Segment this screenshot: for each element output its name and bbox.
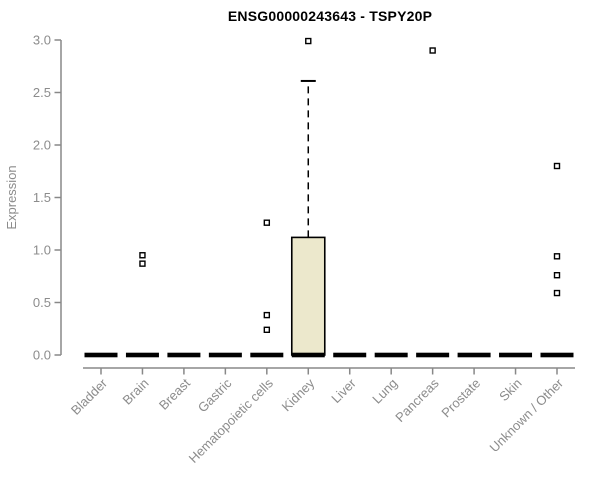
outlier-point xyxy=(553,272,561,279)
median-line xyxy=(457,352,491,358)
median-line xyxy=(416,352,450,358)
outlier-point xyxy=(139,260,146,267)
x-tick-label-breast: Breast xyxy=(156,375,193,412)
outlier-point xyxy=(263,326,271,333)
median-line xyxy=(125,352,159,358)
y-tick-label: 0.0 xyxy=(33,348,51,363)
outlier-point xyxy=(263,311,271,319)
outlier-point xyxy=(553,162,561,170)
x-tick-label-skin: Skin xyxy=(496,376,524,404)
median-line xyxy=(208,352,242,358)
x-tick-label-lung: Lung xyxy=(369,376,400,407)
box-prostate xyxy=(457,352,491,358)
x-tick-label-brain: Brain xyxy=(120,376,152,408)
x-tick-label-pancreas: Pancreas xyxy=(392,375,442,425)
box-liver xyxy=(333,352,367,358)
box-breast xyxy=(167,352,201,358)
y-tick-label: 3.0 xyxy=(33,33,51,48)
x-tick-label-unknown-other: Unknown / Other xyxy=(487,375,567,455)
median-line xyxy=(499,352,533,358)
outlier-point xyxy=(429,47,436,54)
box-lung xyxy=(374,352,408,358)
median-line xyxy=(333,352,367,358)
outlier-point xyxy=(305,37,312,45)
box-pancreas xyxy=(416,47,450,358)
median-line xyxy=(84,352,118,358)
box-hematopoietic-cells xyxy=(250,219,284,358)
chart-title: ENSG00000243643 - TSPY20P xyxy=(227,8,433,24)
y-axis-title: Expression xyxy=(4,165,19,229)
box-bladder xyxy=(84,352,118,358)
y-tick-label: 1.0 xyxy=(33,243,51,258)
outlier-point xyxy=(553,289,561,297)
box-unknown-other xyxy=(540,162,574,358)
x-tick-label-prostate: Prostate xyxy=(438,376,483,421)
box-skin xyxy=(499,352,533,358)
outlier-point xyxy=(263,219,271,226)
median-line xyxy=(540,352,574,358)
median-line xyxy=(167,352,201,358)
x-tick-label-kidney: Kidney xyxy=(279,375,318,414)
box-brain xyxy=(125,252,159,358)
box-gastric xyxy=(208,352,242,358)
y-tick-label: 2.5 xyxy=(33,85,51,100)
y-tick-label: 0.5 xyxy=(33,295,51,310)
outlier-point xyxy=(553,253,561,260)
outlier-point xyxy=(139,252,146,259)
median-line xyxy=(374,352,408,358)
median-line xyxy=(291,352,325,358)
median-line xyxy=(250,352,284,358)
box-body xyxy=(290,236,326,356)
x-tick-label-bladder: Bladder xyxy=(68,375,111,418)
y-tick-label: 1.5 xyxy=(33,190,51,205)
box-kidney xyxy=(290,37,326,358)
x-tick-label-gastric: Gastric xyxy=(195,375,235,415)
x-tick-label-liver: Liver xyxy=(328,375,359,406)
y-tick-label: 2.0 xyxy=(33,138,51,153)
